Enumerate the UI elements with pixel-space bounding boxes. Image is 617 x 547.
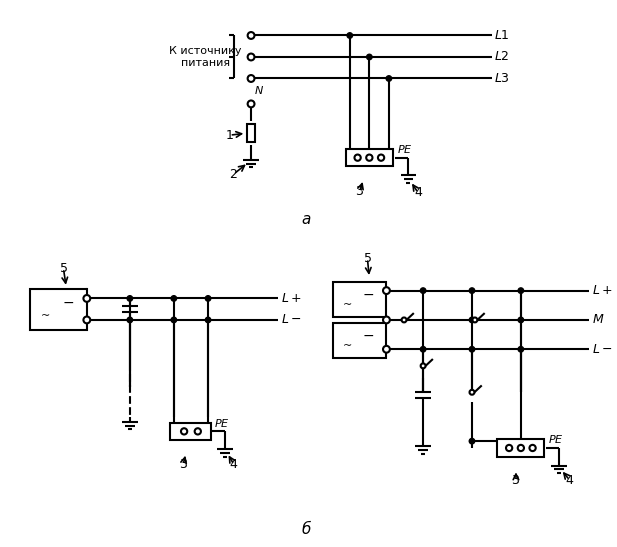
Circle shape: [205, 296, 211, 301]
Circle shape: [127, 296, 133, 301]
Circle shape: [420, 288, 426, 293]
Text: $3$: $3$: [179, 458, 188, 471]
Circle shape: [247, 101, 254, 107]
Circle shape: [181, 428, 187, 434]
Circle shape: [171, 317, 176, 323]
Text: $1$: $1$: [225, 129, 234, 142]
Text: $L+$: $L+$: [281, 292, 302, 305]
Circle shape: [366, 155, 373, 161]
Circle shape: [470, 438, 474, 444]
Bar: [30, 289, 87, 330]
Text: −: −: [363, 329, 375, 342]
Circle shape: [247, 54, 254, 60]
Text: ~: ~: [342, 300, 352, 310]
Circle shape: [402, 317, 407, 322]
Text: $M$: $M$: [592, 313, 605, 327]
Circle shape: [383, 287, 390, 294]
Circle shape: [518, 346, 524, 352]
Circle shape: [529, 445, 536, 451]
Circle shape: [518, 288, 524, 293]
Circle shape: [194, 428, 201, 434]
Text: $5$: $5$: [59, 261, 68, 275]
Circle shape: [473, 317, 478, 322]
Bar: [333, 282, 386, 317]
Text: К источнику
питания: К источнику питания: [169, 46, 241, 68]
Text: $L−$: $L−$: [281, 313, 302, 327]
Text: $PE$: $PE$: [214, 417, 230, 428]
Circle shape: [383, 346, 390, 353]
Circle shape: [247, 75, 254, 82]
Text: $L+$: $L+$: [592, 284, 613, 297]
Bar: [170, 423, 212, 440]
Circle shape: [383, 317, 390, 323]
Bar: [497, 439, 544, 457]
Text: б: б: [301, 522, 310, 537]
Circle shape: [355, 155, 361, 161]
Bar: [346, 149, 393, 166]
Bar: [247, 124, 255, 142]
Text: −: −: [62, 296, 74, 310]
Circle shape: [518, 445, 524, 451]
Circle shape: [506, 445, 512, 451]
Text: $N$: $N$: [254, 84, 264, 96]
Circle shape: [205, 317, 211, 323]
Circle shape: [421, 363, 426, 368]
Circle shape: [518, 317, 524, 323]
Circle shape: [470, 346, 474, 352]
Text: −: −: [363, 288, 375, 301]
Text: $4$: $4$: [230, 458, 239, 471]
Text: $4$: $4$: [565, 474, 574, 487]
Circle shape: [83, 317, 90, 323]
Circle shape: [366, 54, 372, 60]
Text: $3$: $3$: [511, 474, 520, 487]
Bar: [333, 323, 386, 358]
Circle shape: [347, 33, 352, 38]
Text: $4$: $4$: [413, 187, 423, 199]
Text: $L2$: $L2$: [494, 50, 510, 63]
Text: $2$: $2$: [229, 168, 238, 181]
Text: $L1$: $L1$: [494, 29, 510, 42]
Text: $5$: $5$: [363, 252, 372, 265]
Text: ~: ~: [41, 311, 50, 321]
Circle shape: [470, 390, 474, 395]
Text: $3$: $3$: [355, 185, 364, 199]
Circle shape: [171, 296, 176, 301]
Circle shape: [378, 155, 384, 161]
Circle shape: [247, 32, 254, 39]
Circle shape: [470, 317, 474, 323]
Text: $L−$: $L−$: [592, 343, 613, 356]
Circle shape: [420, 346, 426, 352]
Circle shape: [127, 317, 133, 323]
Text: ~: ~: [342, 341, 352, 351]
Circle shape: [470, 288, 474, 293]
Text: $L3$: $L3$: [494, 72, 510, 85]
Text: $PE$: $PE$: [549, 433, 564, 445]
Text: а: а: [301, 212, 310, 227]
Circle shape: [83, 295, 90, 302]
Text: $PE$: $PE$: [397, 143, 412, 155]
Circle shape: [386, 75, 392, 81]
